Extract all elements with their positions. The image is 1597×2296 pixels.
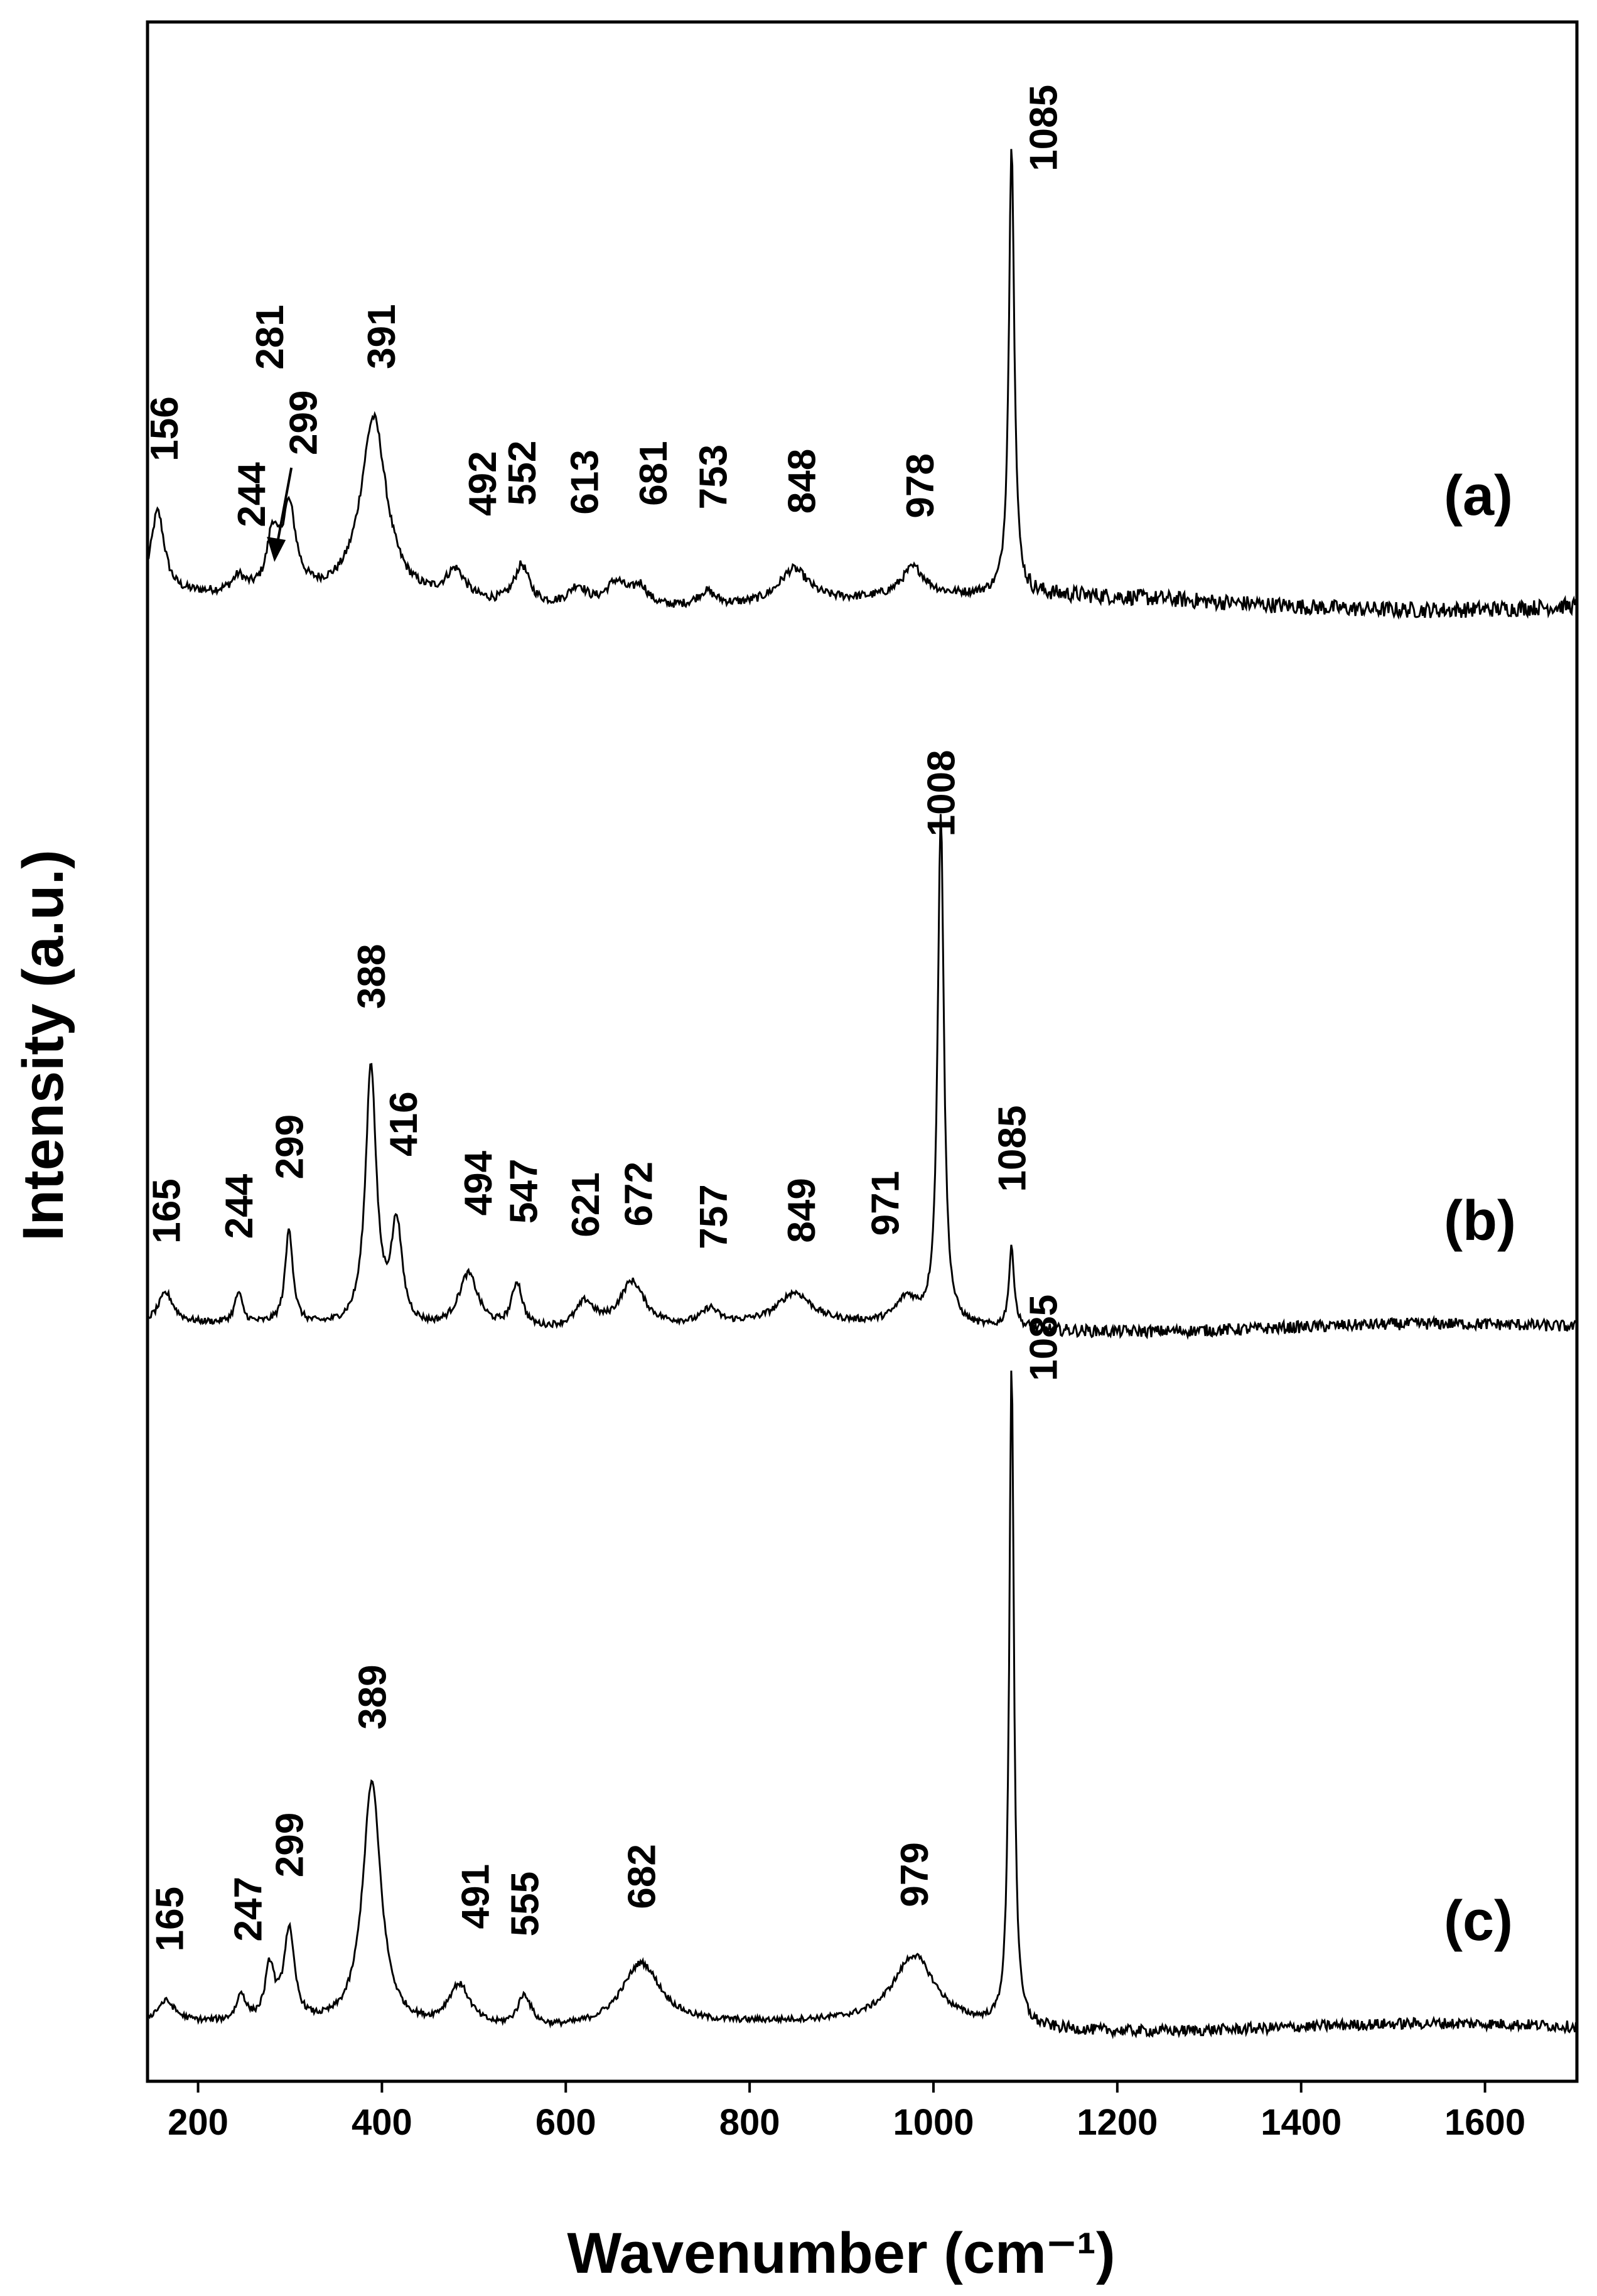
peak-label-a-244: 244 xyxy=(230,462,274,527)
x-axis-title: Wavenumber (cm⁻¹) xyxy=(567,2221,1115,2285)
x-tick-label-200: 200 xyxy=(168,2102,229,2143)
peak-label-c-1085: 1085 xyxy=(1023,1295,1066,1381)
spectrum-line-b xyxy=(146,814,1577,1340)
peak-label-a-552: 552 xyxy=(501,441,544,505)
peak-label-c-555: 555 xyxy=(503,1872,547,1936)
peak-label-a-299: 299 xyxy=(282,391,326,455)
peak-label-a-978: 978 xyxy=(899,453,942,518)
panel-labels-group: (a) (b) (c) xyxy=(1444,465,1516,1953)
x-tick-label-600: 600 xyxy=(535,2102,596,2143)
panel-label-c: (c) xyxy=(1444,1890,1513,1953)
y-axis-title: Intensity (a.u.) xyxy=(11,849,75,1241)
peak-label-a-613: 613 xyxy=(563,450,606,514)
peak-label-b-244: 244 xyxy=(218,1173,261,1239)
peak-label-a-281: 281 xyxy=(249,305,292,369)
x-tick-label-1200: 1200 xyxy=(1077,2102,1158,2143)
peak-281-arrowhead xyxy=(267,537,286,562)
spectrum-line-a xyxy=(146,149,1577,620)
peak-label-c-491: 491 xyxy=(454,1864,498,1929)
peak-label-b-165: 165 xyxy=(145,1178,188,1243)
peak-label-a-848: 848 xyxy=(780,449,824,514)
peak-label-b-757: 757 xyxy=(692,1184,736,1249)
plot-frame xyxy=(146,20,1579,2083)
peak-label-b-621: 621 xyxy=(564,1172,608,1237)
spectra-group xyxy=(146,149,1577,2040)
peak-label-c-389: 389 xyxy=(351,1664,394,1729)
peak-label-b-494: 494 xyxy=(457,1150,500,1215)
peak-label-b-672: 672 xyxy=(618,1161,661,1226)
peak-label-b-388: 388 xyxy=(350,944,394,1009)
peak-label-b-547: 547 xyxy=(503,1159,546,1224)
peak-label-c-165: 165 xyxy=(148,1887,191,1951)
x-tick-label-1000: 1000 xyxy=(893,2102,974,2143)
peak-label-a-156: 156 xyxy=(143,396,186,461)
peak-label-a-492: 492 xyxy=(461,451,505,515)
x-tick-label-400: 400 xyxy=(352,2102,412,2143)
peak-label-b-971: 971 xyxy=(864,1171,908,1236)
spectrum-line-c xyxy=(146,1371,1577,2040)
peak-label-c-247: 247 xyxy=(227,1877,270,1941)
peak-label-b-416: 416 xyxy=(382,1091,426,1156)
panel-label-b: (b) xyxy=(1444,1190,1516,1253)
peak-label-b-1008: 1008 xyxy=(920,750,964,836)
x-tick-label-1600: 1600 xyxy=(1444,2102,1525,2143)
peak-label-c-299: 299 xyxy=(269,1813,312,1877)
peak-label-a-753: 753 xyxy=(692,445,735,509)
x-axis: 200 400 600 800 1000 1200 1400 1600 xyxy=(168,2081,1525,2143)
peak-label-c-979: 979 xyxy=(893,1842,937,1907)
peak-label-b-299: 299 xyxy=(269,1114,312,1179)
peak-label-c-682: 682 xyxy=(620,1844,664,1909)
peak-label-a-391: 391 xyxy=(360,304,404,369)
x-tick-label-1400: 1400 xyxy=(1261,2102,1342,2143)
peak-label-a-1085: 1085 xyxy=(1023,85,1066,171)
peak-label-a-681: 681 xyxy=(632,441,675,505)
x-tick-label-800: 800 xyxy=(719,2102,780,2143)
panel-label-a: (a) xyxy=(1444,465,1513,527)
peak-label-b-849: 849 xyxy=(780,1178,824,1242)
peak-281-arrow xyxy=(274,467,293,553)
peak-label-b-1085: 1085 xyxy=(991,1106,1035,1192)
